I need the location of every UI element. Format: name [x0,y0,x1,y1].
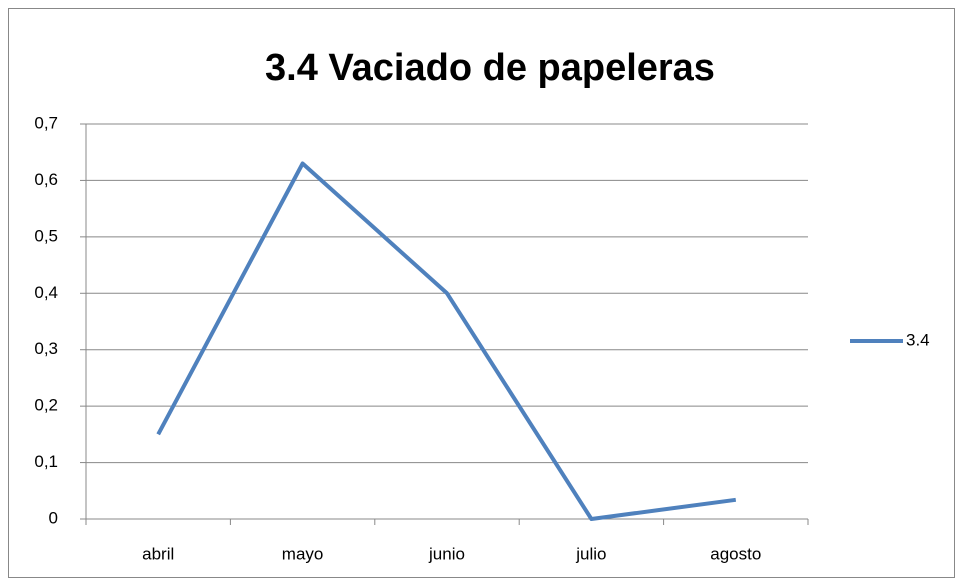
x-tick-label: junio [428,544,465,563]
y-tick-label: 0,6 [34,170,58,189]
y-tick-label: 0,5 [34,226,58,245]
series-line [156,161,737,521]
y-tick-label: 0 [49,508,58,527]
x-tick-label: abril [142,544,174,563]
y-tick-label: 0,7 [34,113,58,132]
y-tick-label: 0,1 [34,452,58,471]
legend-label: 3.4 [906,330,930,349]
y-tick-label: 0,2 [34,396,58,415]
y-tick-label: 0,4 [34,283,58,302]
x-tick-label: julio [575,544,606,563]
y-tick-label: 0,3 [34,339,58,358]
x-tick-label: mayo [282,544,324,563]
chart-title: 3.4 Vaciado de papeleras [265,47,715,89]
x-tick-label: agosto [710,544,761,563]
